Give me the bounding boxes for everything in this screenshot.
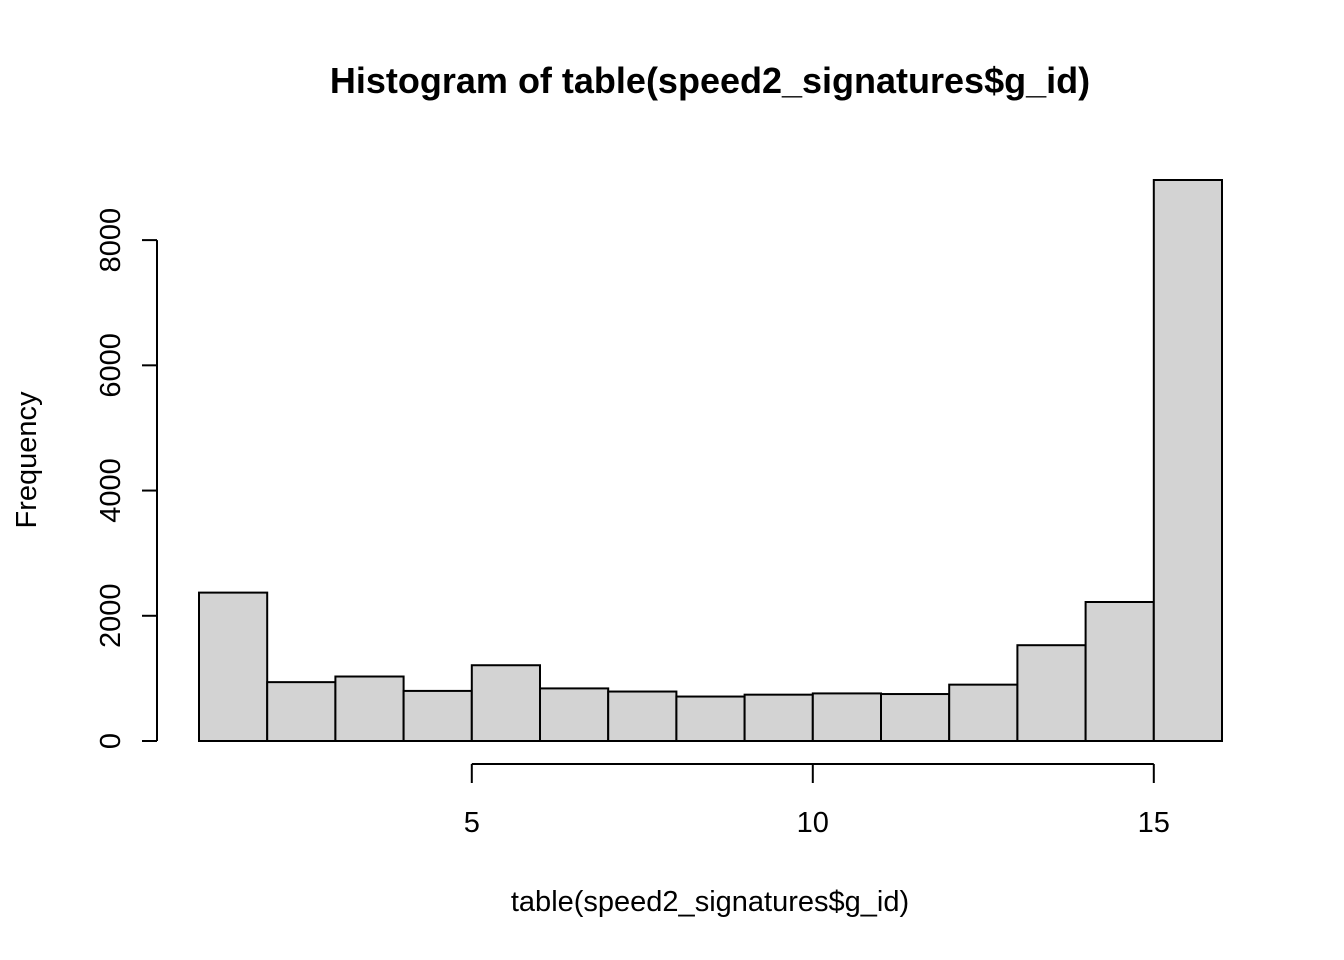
chart-title: Histogram of table(speed2_signatures$g_i… bbox=[330, 60, 1090, 101]
y-axis: 0 2000 4000 6000 8000 bbox=[95, 208, 158, 749]
x-axis: 5 10 15 bbox=[464, 763, 1170, 839]
x-tick-label: 15 bbox=[1138, 807, 1170, 839]
histogram-bar bbox=[334, 675, 405, 743]
histogram-bar bbox=[743, 693, 814, 743]
y-tick-label: 2000 bbox=[95, 584, 127, 649]
bars-group bbox=[198, 179, 1224, 743]
histogram-bar bbox=[470, 664, 541, 742]
y-tick-label: 6000 bbox=[95, 333, 127, 398]
x-tick-label: 10 bbox=[797, 807, 829, 839]
histogram-bar bbox=[607, 690, 678, 742]
histogram-bar bbox=[402, 689, 473, 742]
y-tick-label: 8000 bbox=[95, 208, 127, 273]
histogram-bar bbox=[266, 681, 337, 742]
x-tick-label: 5 bbox=[464, 807, 480, 839]
histogram-bar bbox=[1084, 601, 1155, 743]
histogram-bar bbox=[880, 693, 951, 743]
histogram-bar bbox=[1152, 179, 1224, 742]
histogram-bar bbox=[675, 695, 746, 743]
y-tick-label: 4000 bbox=[95, 458, 127, 523]
histogram-bar bbox=[539, 687, 610, 742]
histogram-bar bbox=[198, 591, 269, 742]
histogram-bar bbox=[948, 683, 1019, 742]
y-tick-label: 0 bbox=[95, 733, 127, 749]
histogram-bar bbox=[811, 692, 882, 742]
histogram-bar bbox=[1016, 644, 1087, 742]
x-axis-label: table(speed2_signatures$g_id) bbox=[511, 886, 909, 918]
y-axis-label: Frequency bbox=[11, 391, 43, 529]
